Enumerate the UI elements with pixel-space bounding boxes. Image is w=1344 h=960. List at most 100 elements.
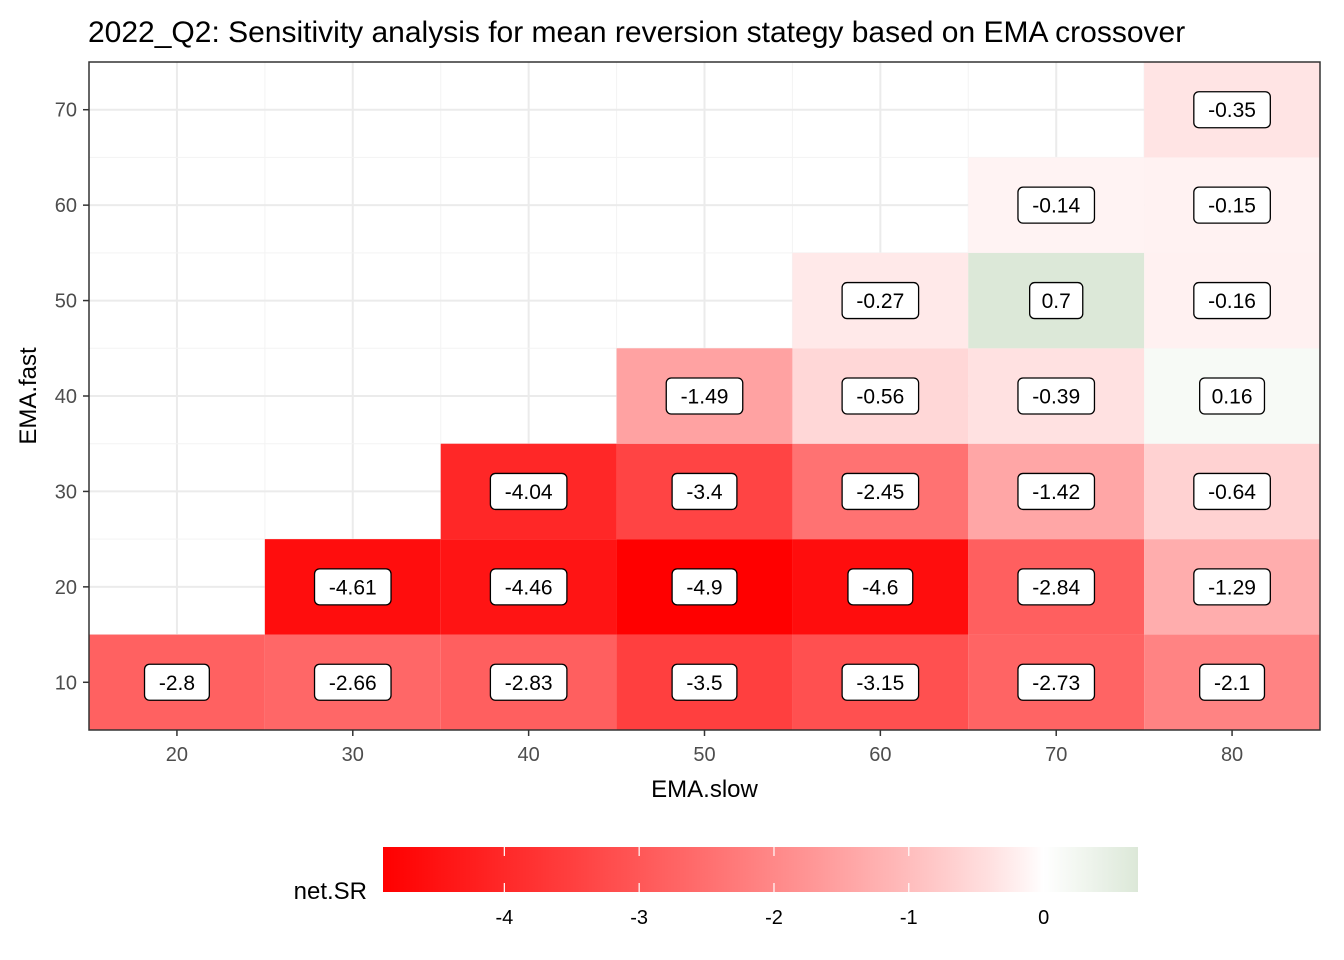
- cell-value-text: -4.46: [505, 576, 553, 599]
- x-tick-label: 80: [1221, 744, 1243, 766]
- cell-value-text: -0.64: [1208, 481, 1256, 504]
- y-tick-label: 30: [55, 481, 77, 503]
- color-legend: net.SR -4 -3 -2 -1 0: [294, 847, 1138, 929]
- cell-label-box: [1017, 377, 1096, 415]
- y-tick-label: 60: [55, 195, 77, 217]
- cell-label-box: [841, 377, 920, 415]
- cell-value-text: 0.7: [1042, 290, 1071, 313]
- cell-label-box: [313, 568, 392, 606]
- cell-label-box: [313, 663, 392, 701]
- cell-value-text: -2.83: [505, 672, 553, 695]
- cell-label-box: [1017, 663, 1096, 701]
- cell-label: -3.15: [841, 663, 920, 701]
- cell-label-box: [1029, 281, 1084, 320]
- cell-label: -0.56: [841, 377, 920, 415]
- cell-value-text: -0.35: [1208, 99, 1256, 122]
- cell-value-text: -0.15: [1208, 195, 1256, 218]
- cell-label: -2.83: [489, 663, 568, 701]
- x-tick-label: 70: [1045, 744, 1067, 766]
- cell-label-box: [1193, 186, 1271, 224]
- cell-value-text: -0.56: [856, 386, 904, 409]
- cell-label: -2.84: [1017, 568, 1096, 606]
- cell-label: -0.27: [841, 281, 920, 320]
- y-axis: 10 20 30 40 50 60 70: [55, 100, 89, 694]
- cell-label: 0.7: [1029, 281, 1084, 320]
- cell-value-text: -3.15: [856, 672, 904, 695]
- cell-label-box: [671, 472, 738, 511]
- y-axis-title: EMA.fast: [15, 347, 42, 445]
- legend-tick-label: -4: [495, 907, 513, 929]
- cell-label: -2.8: [143, 663, 210, 701]
- cell-label-box: [1199, 663, 1266, 701]
- cell-label-box: [489, 472, 568, 511]
- cell-label-box: [1017, 186, 1096, 224]
- cell-value-text: -0.27: [856, 290, 904, 313]
- cell-value-text: -3.4: [686, 481, 723, 504]
- cell-value-text: -3.5: [686, 672, 722, 695]
- cell-label: -1.42: [1017, 472, 1096, 511]
- cell-value-text: 0.16: [1212, 386, 1253, 409]
- x-tick-label: 60: [869, 744, 891, 766]
- cell-value-text: -2.73: [1032, 672, 1080, 695]
- heatmap-cells: [89, 62, 1320, 730]
- legend-ticks: -4 -3 -2 -1 0: [495, 847, 1049, 929]
- cell-label-box: [841, 281, 920, 320]
- cell-label: -0.15: [1193, 186, 1271, 224]
- cell-label: -1.49: [665, 377, 744, 415]
- legend-title: net.SR: [294, 878, 367, 905]
- cell-label: -0.39: [1017, 377, 1096, 415]
- cell-label: 0.16: [1199, 377, 1266, 415]
- cell-value-text: -2.8: [159, 672, 195, 695]
- legend-tick-label: 0: [1038, 907, 1049, 929]
- cell-label-box: [143, 663, 210, 701]
- cell-label: -0.35: [1193, 91, 1271, 129]
- cell-value-text: -4.6: [862, 576, 898, 599]
- cell-label-box: [1199, 377, 1266, 415]
- cell-label: -2.66: [313, 663, 392, 701]
- legend-tick-label: -1: [900, 907, 918, 929]
- cell-label-box: [847, 568, 914, 606]
- cell-label: -0.64: [1193, 472, 1271, 511]
- cell-label-box: [671, 663, 738, 701]
- y-tick-label: 10: [55, 672, 77, 694]
- x-axis: 20 30 40 50 60 70 80: [166, 730, 1243, 766]
- cell-label-box: [1193, 281, 1271, 320]
- y-tick-label: 20: [55, 577, 77, 599]
- cell-value-text: -4.61: [329, 576, 377, 599]
- cell-label-box: [1193, 472, 1271, 511]
- cell-label-box: [841, 663, 920, 701]
- cell-label: -2.73: [1017, 663, 1096, 701]
- cell-value-text: -2.45: [856, 481, 904, 504]
- cell-label-box: [1017, 472, 1096, 511]
- cell-label: -3.4: [671, 472, 738, 511]
- cell-value-text: -2.1: [1214, 672, 1250, 695]
- cell-value-text: -1.29: [1208, 576, 1256, 599]
- y-tick-label: 70: [55, 100, 77, 122]
- legend-colorbar: [383, 847, 1138, 892]
- x-axis-title: EMA.slow: [651, 776, 758, 803]
- cell-label: -0.16: [1193, 281, 1271, 320]
- cell-labels: -2.8 -2.66 -2.83 -3.5 -3.15 -2.73 -2.1 -4.61 -4.…: [143, 91, 1271, 701]
- cell-label: -4.61: [313, 568, 392, 606]
- cell-label-box: [489, 663, 568, 701]
- cell-label: -4.9: [671, 568, 738, 606]
- chart-title: 2022_Q2: Sensitivity analysis for mean r…: [88, 16, 1185, 49]
- y-tick-label: 40: [55, 386, 77, 408]
- cell-value-text: -0.16: [1208, 290, 1256, 313]
- cell-value-text: -2.66: [329, 672, 377, 695]
- cell-value-text: -2.84: [1032, 576, 1080, 599]
- cell-value-text: -4.04: [505, 481, 553, 504]
- cell-label-box: [665, 377, 744, 415]
- x-tick-label: 40: [518, 744, 540, 766]
- cell-label: -3.5: [671, 663, 738, 701]
- cell-label: -0.14: [1017, 186, 1096, 224]
- cell-value-text: -1.42: [1032, 481, 1080, 504]
- cell-label-box: [671, 568, 738, 606]
- cell-label: -1.29: [1193, 568, 1271, 606]
- x-tick-label: 20: [166, 744, 188, 766]
- cell-label: -4.46: [489, 568, 568, 606]
- y-tick-label: 50: [55, 291, 77, 313]
- legend-tick-label: -2: [765, 907, 783, 929]
- cell-value-text: -0.14: [1032, 195, 1080, 218]
